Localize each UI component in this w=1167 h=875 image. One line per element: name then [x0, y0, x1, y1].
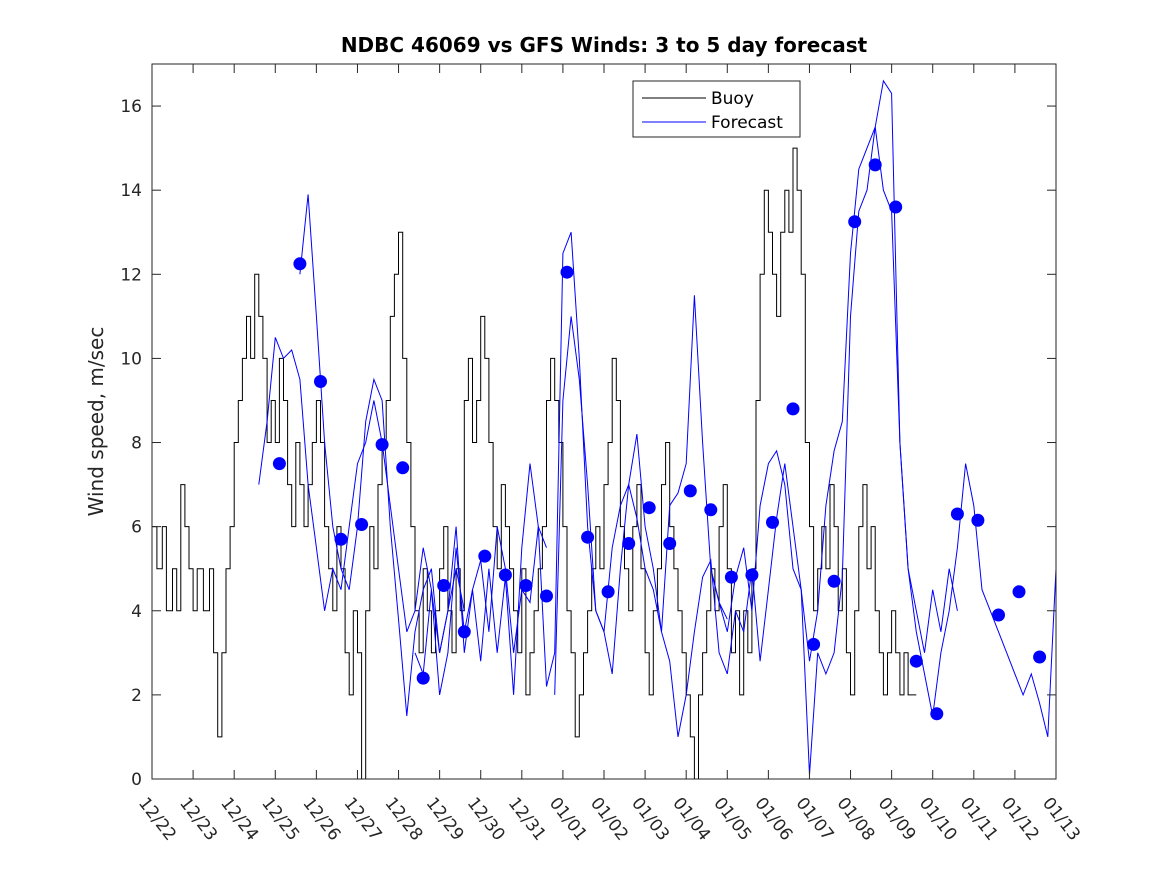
forecast-marker: [478, 549, 492, 563]
forecast-marker: [272, 457, 286, 471]
buoy-series-line: [152, 147, 917, 780]
forecast-marker: [457, 625, 471, 639]
legend-label-forecast: Forecast: [711, 113, 783, 133]
y-tick-label: 14: [120, 181, 142, 201]
forecast-marker: [992, 608, 1005, 622]
forecast-marker: [642, 501, 656, 515]
forecast-marker: [375, 438, 389, 452]
chart-title: NDBC 46069 vs GFS Winds: 3 to 5 day fore…: [341, 33, 868, 57]
forecast-marker: [909, 654, 923, 668]
forecast-marker: [827, 574, 841, 588]
forecast-marker: [704, 503, 718, 517]
y-tick-label: 2: [131, 686, 142, 706]
forecast-marker: [1012, 585, 1026, 599]
y-tick-label: 16: [120, 97, 142, 117]
forecast-marker: [355, 518, 369, 531]
forecast-run-line-3: [414, 232, 728, 695]
forecast-marker: [950, 507, 964, 521]
forecast-marker: [293, 257, 307, 271]
forecast-marker: [766, 515, 779, 529]
forecast-marker: [334, 532, 348, 546]
forecast-marker: [601, 585, 615, 599]
forecast-marker: [868, 158, 882, 172]
forecast-marker: [848, 215, 862, 229]
forecast-marker: [314, 375, 327, 388]
legend-box: [632, 80, 801, 138]
forecast-marker: [683, 484, 697, 498]
y-axis-label: Wind speed, m/sec: [84, 327, 108, 517]
plot-area: [152, 64, 1056, 779]
forecast-run-line-5: [710, 79, 1057, 775]
forecast-marker: [540, 589, 553, 603]
forecast-marker: [663, 537, 677, 550]
forecast-marker: [622, 537, 636, 550]
forecast-marker: [519, 579, 533, 592]
forecast-marker: [971, 513, 985, 527]
forecast-marker: [724, 570, 738, 584]
legend: Buoy Forecast: [632, 80, 801, 138]
y-tick-label: 0: [131, 770, 142, 790]
y-tick-label: 6: [131, 518, 142, 538]
forecast-marker: [745, 568, 759, 582]
forecast-marker: [437, 579, 451, 592]
forecast-marker: [930, 707, 944, 721]
forecast-marker: [560, 265, 574, 279]
forecast-marker: [807, 637, 821, 651]
forecast-marker: [498, 568, 512, 582]
y-tick-label: 8: [131, 434, 142, 454]
y-tick-label: 12: [120, 265, 142, 285]
forecast-marker: [1033, 650, 1047, 664]
forecast-run-line-1: [258, 337, 465, 653]
forecast-marker: [416, 671, 430, 685]
legend-label-buoy: Buoy: [711, 89, 754, 109]
y-tick-label: 4: [131, 602, 142, 622]
forecast-marker: [786, 402, 800, 416]
y-tick-label: 10: [120, 349, 142, 369]
forecast-marker: [889, 200, 903, 214]
forecast-marker: [396, 461, 410, 475]
forecast-marker: [581, 530, 595, 544]
